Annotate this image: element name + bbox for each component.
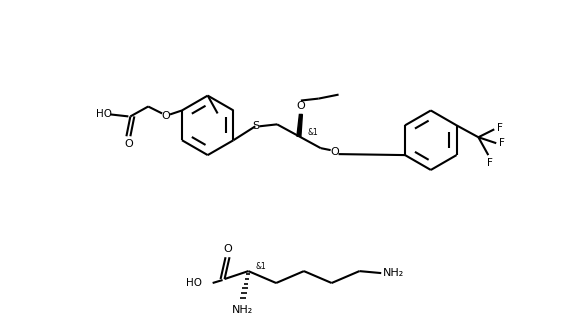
Text: &1: &1 bbox=[255, 261, 266, 271]
Text: O: O bbox=[330, 147, 339, 157]
Text: O: O bbox=[124, 139, 133, 149]
Text: O: O bbox=[296, 101, 305, 111]
Text: O: O bbox=[162, 112, 171, 121]
Polygon shape bbox=[297, 115, 302, 136]
Text: &1: &1 bbox=[308, 128, 318, 137]
Text: HO: HO bbox=[186, 278, 202, 288]
Text: HO: HO bbox=[96, 110, 111, 119]
Text: S: S bbox=[253, 121, 260, 131]
Text: F: F bbox=[499, 138, 505, 148]
Text: NH₂: NH₂ bbox=[382, 268, 404, 278]
Text: F: F bbox=[487, 158, 493, 168]
Text: NH₂: NH₂ bbox=[232, 305, 253, 315]
Text: O: O bbox=[223, 244, 232, 254]
Text: F: F bbox=[497, 123, 503, 133]
